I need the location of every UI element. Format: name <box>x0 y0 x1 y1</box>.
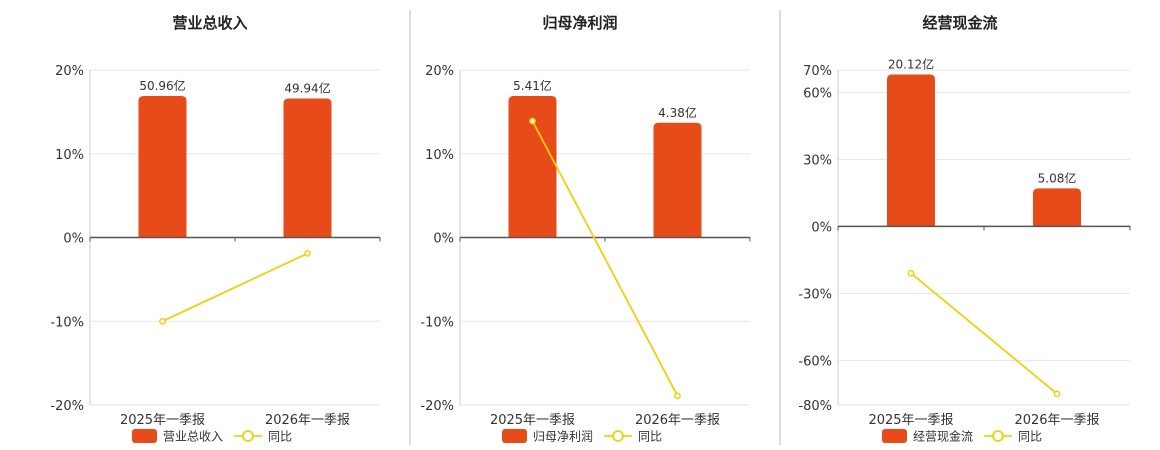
bar-data-label: 5.41亿 <box>513 78 552 93</box>
y-tick-label: -20% <box>420 399 454 414</box>
yoy-point-2 <box>1053 390 1061 398</box>
legend-bar-label: 营业总收入 <box>163 430 223 444</box>
bar-2 <box>283 98 332 238</box>
yoy-line <box>910 272 1058 395</box>
y-tick-label: 20% <box>425 64 454 79</box>
legend-bar-swatch <box>502 429 527 443</box>
y-tick-label: 70% <box>803 64 832 79</box>
chart-panel-3: 经营现金流 70% 60% 30% 0% -30% -60% -80% 20.12亿 5.08亿 2… <box>798 14 1131 444</box>
yoy-line <box>162 252 308 323</box>
legend-bar-label: 归母净利润 <box>533 430 593 444</box>
yoy-point-2 <box>304 250 311 257</box>
y-tick-label: -80% <box>798 399 832 414</box>
x-category-label: 2025年一季报 <box>120 413 205 428</box>
y-tick-label: 0% <box>63 232 84 247</box>
yoy-point-1 <box>907 269 915 277</box>
y-tick-label: -10% <box>420 315 454 330</box>
x-category-label: 2026年一季报 <box>635 413 720 428</box>
bar-data-label: 50.96亿 <box>139 78 185 93</box>
legend-line-marker <box>992 430 1004 442</box>
x-category-label: 2025年一季报 <box>490 413 575 428</box>
bar-2 <box>653 122 702 238</box>
y-tick-label: -10% <box>50 315 84 330</box>
y-tick-label: 60% <box>803 86 832 101</box>
legend-bar-label: 经营现金流 <box>913 429 973 444</box>
bar-1 <box>887 74 935 227</box>
bar-data-label: 4.38亿 <box>658 105 697 120</box>
yoy-line <box>531 120 679 397</box>
y-tick-label: -30% <box>798 287 832 302</box>
legend: 归母净利润 同比 <box>502 429 662 444</box>
legend: 营业总收入 同比 <box>132 429 292 444</box>
legend-line-label: 同比 <box>638 430 662 444</box>
chart-title: 经营现金流 <box>922 14 997 32</box>
x-category-label: 2026年一季报 <box>1014 413 1099 428</box>
chart-title: 营业总收入 <box>172 14 247 32</box>
chart-panel-1: 营业总收入 20% 10% 0% -10% -20% 50.96亿 49.94亿 2025年一季… <box>50 14 381 444</box>
legend-line-marker <box>612 430 624 442</box>
bar-data-label: 20.12亿 <box>888 56 934 71</box>
bar-data-label: 49.94亿 <box>284 80 330 95</box>
legend-line-marker <box>242 430 254 442</box>
y-tick-label: 0% <box>433 232 454 247</box>
y-tick-label: 10% <box>425 148 454 163</box>
y-tick-label: -20% <box>50 399 84 414</box>
legend-line-label: 同比 <box>1018 430 1042 444</box>
bar-1 <box>508 95 557 238</box>
yoy-point-2 <box>674 392 681 400</box>
legend-bar-swatch <box>882 429 907 443</box>
legend-line-label: 同比 <box>268 430 292 444</box>
yoy-point-1 <box>159 317 166 325</box>
y-tick-label: 0% <box>811 220 832 235</box>
y-tick-label: 30% <box>803 153 832 168</box>
legend-bar-swatch <box>132 429 157 443</box>
legend: 经营现金流 同比 <box>882 429 1042 444</box>
y-tick-label: 20% <box>55 64 84 79</box>
x-category-label: 2025年一季报 <box>868 413 953 428</box>
bar-data-label: 5.08亿 <box>1038 170 1077 185</box>
chart-title: 归母净利润 <box>542 14 617 32</box>
x-category-label: 2026年一季报 <box>265 413 350 428</box>
yoy-point-1 <box>529 117 536 125</box>
chart-panel-2: 归母净利润 20% 10% 0% -10% -20% 5.41亿 4.38亿 2025年一季报 2… <box>420 14 751 444</box>
y-tick-label: 10% <box>55 148 84 163</box>
bar-2 <box>1033 188 1081 227</box>
bar-1 <box>138 95 187 238</box>
y-tick-label: -60% <box>798 354 832 369</box>
